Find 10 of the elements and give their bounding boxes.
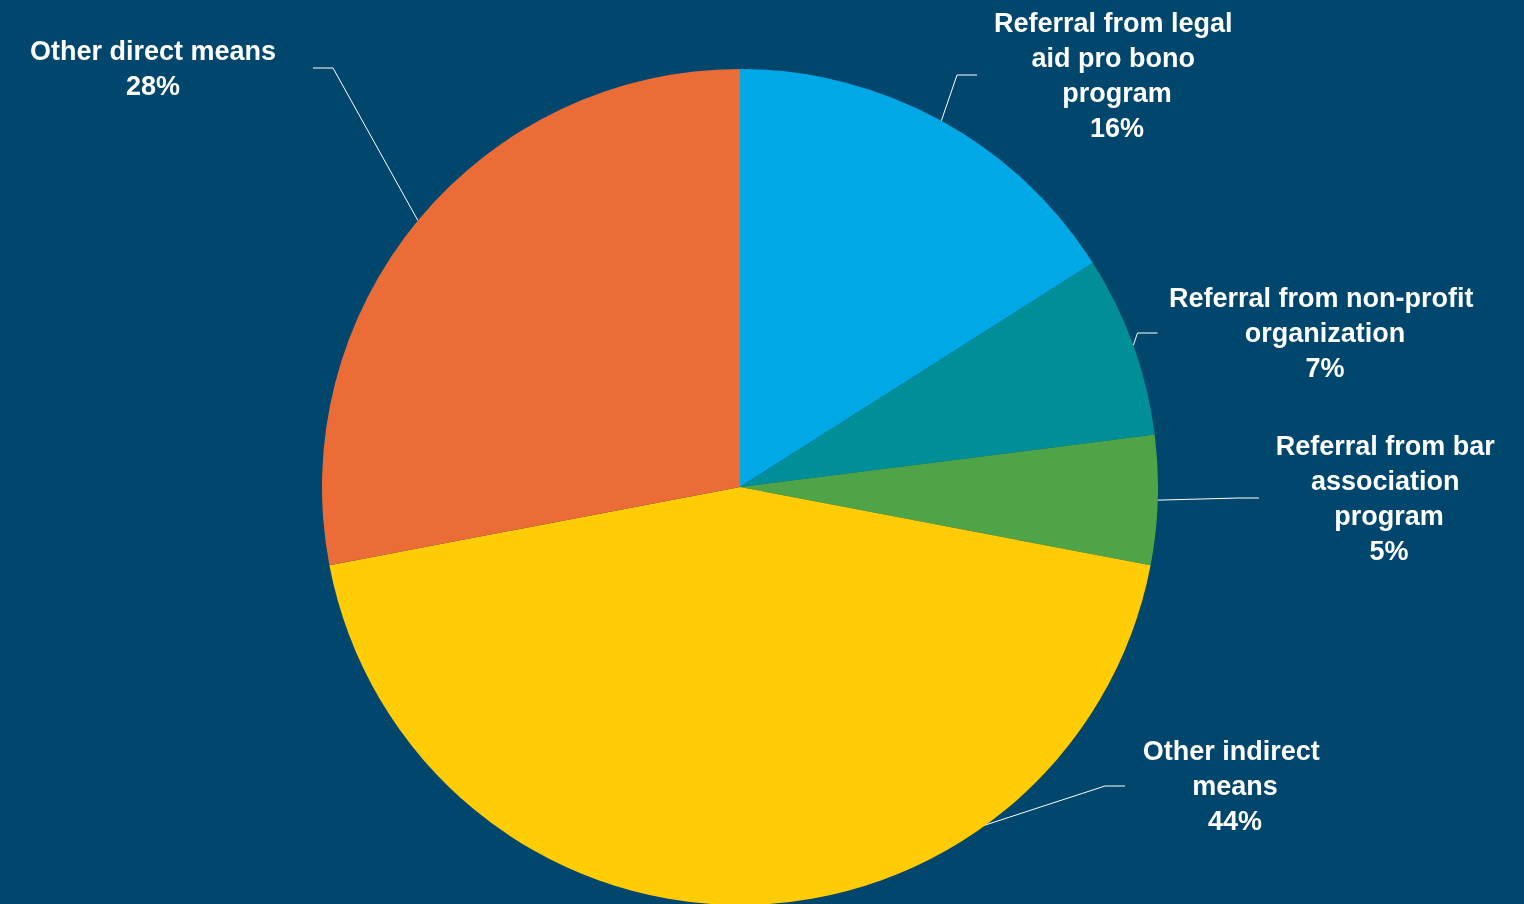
data-label: 28% bbox=[125, 70, 181, 101]
slice-label: Other direct means bbox=[29, 35, 277, 66]
data-label: 7% bbox=[1305, 353, 1345, 383]
slice-label: Referral from bar association program bbox=[1275, 430, 1503, 531]
data-label: 44% bbox=[1207, 806, 1263, 836]
data-label: 5% bbox=[1369, 535, 1409, 566]
data-label: 16% bbox=[1089, 112, 1145, 143]
slice-label: Referral from legal aid pro bono program bbox=[993, 7, 1241, 108]
slice-label: Other indirect means bbox=[1142, 736, 1328, 801]
slice-label: Referral from non-profit organization bbox=[1168, 283, 1482, 348]
